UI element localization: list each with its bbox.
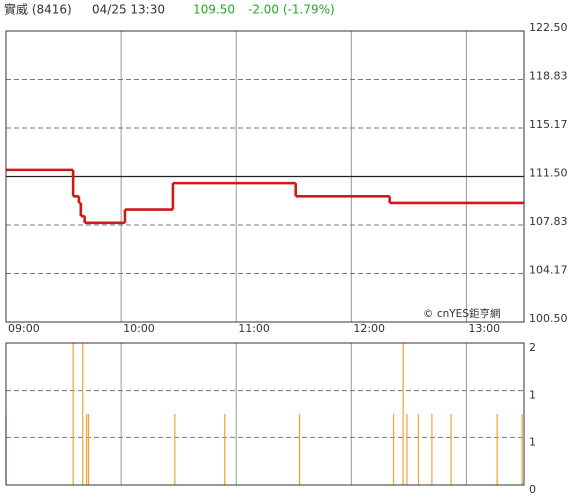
y-tick-label: 104.17: [529, 263, 568, 276]
x-tick-label: 09:00: [8, 322, 40, 335]
y-tick-label: 1: [529, 389, 536, 402]
watermark: © cnYES鉅亨網: [423, 307, 500, 320]
x-tick-label: 11:00: [238, 322, 270, 335]
y-tick-label: 122.50: [529, 21, 568, 34]
y-tick-label: 0: [529, 483, 536, 496]
stock-name: 實威 (8416): [4, 2, 72, 17]
x-tick-label: 13:00: [468, 322, 500, 335]
y-tick-label: 1: [529, 435, 536, 448]
x-tick-label: 10:00: [123, 322, 155, 335]
quote-time: 04/25 13:30: [92, 3, 165, 17]
y-tick-label: 100.50: [529, 312, 568, 325]
panel-frame: [5, 30, 525, 323]
y-tick-label: 115.17: [529, 118, 568, 131]
y-tick-label: 2: [529, 341, 536, 354]
y-tick-label: 107.83: [529, 215, 568, 228]
x-tick-label: 12:00: [353, 322, 385, 335]
y-tick-label: 111.50: [529, 167, 568, 180]
last-price: 109.50: [193, 3, 235, 17]
panel-frame: [5, 342, 525, 486]
y-tick-label: 118.83: [529, 70, 568, 83]
price-change: -2.00 (-1.79%): [248, 3, 335, 17]
